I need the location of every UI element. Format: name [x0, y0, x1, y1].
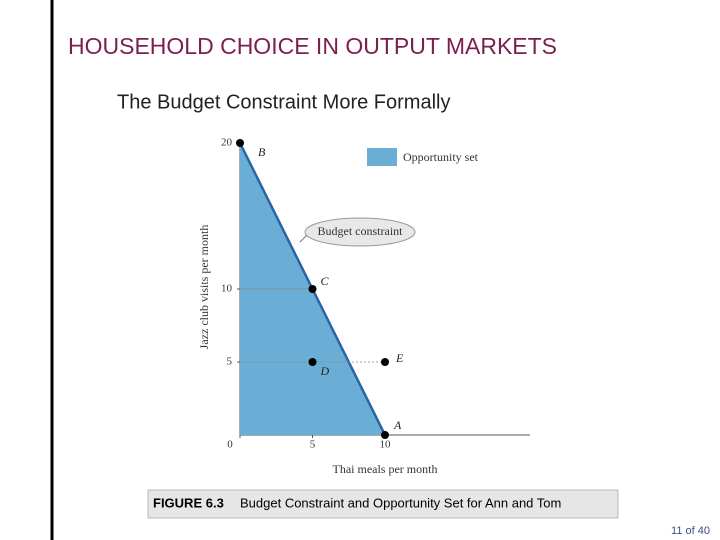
- x-axis-label: Thai meals per month: [333, 462, 438, 476]
- page-number: 11 of 40: [671, 525, 710, 537]
- slide-subtitle: The Budget Constraint More Formally: [117, 91, 450, 113]
- point: [381, 358, 389, 366]
- point: [308, 358, 317, 366]
- caption-label: FIGURE 6.3: [153, 495, 224, 510]
- caption: Budget Constraint and Opportunity Set fo…: [240, 495, 561, 510]
- y-tick-label: 5: [227, 356, 233, 368]
- caption-box: [147, 489, 619, 519]
- annotation: Budget constraint: [318, 224, 404, 238]
- point: [308, 285, 317, 293]
- annotation-bubble: [304, 217, 416, 247]
- y-axis-label: Jazz club visits per month: [197, 225, 211, 350]
- point-label: C: [321, 274, 330, 288]
- point-label: E: [395, 351, 404, 365]
- x-tick-label: 10: [380, 439, 392, 451]
- y-tick-label: 20: [221, 137, 233, 149]
- x-tick-label: 5: [310, 439, 316, 451]
- slide-title: HOUSEHOLD CHOICE IN OUTPUT MARKETS: [68, 33, 557, 59]
- y-tick-label: 10: [221, 283, 233, 295]
- x-tick-label: 0: [227, 439, 233, 451]
- legend-label: Opportunity set: [403, 150, 479, 164]
- chart: Opportunity set 0 5 10 5 10 20 Thai meals per m…: [197, 137, 530, 476]
- point-label: B: [258, 145, 266, 159]
- point-label: D: [320, 364, 330, 378]
- legend-swatch: [367, 148, 397, 166]
- point: [236, 139, 244, 147]
- point-label: A: [393, 418, 402, 432]
- point: [381, 431, 389, 439]
